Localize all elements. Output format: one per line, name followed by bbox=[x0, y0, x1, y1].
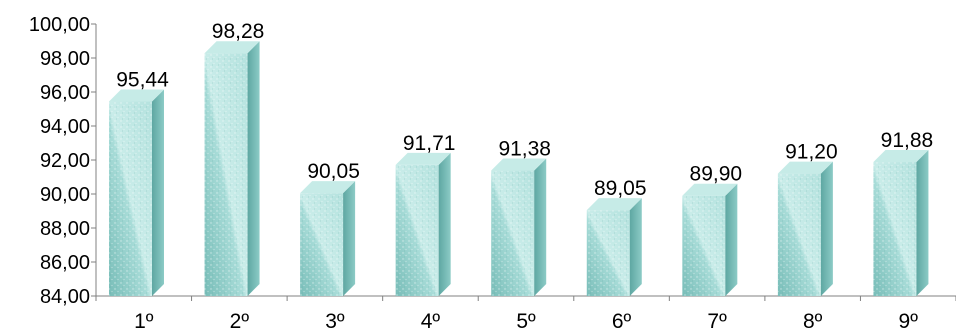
bar bbox=[109, 89, 164, 297]
x-axis: 1º 2º 3º 4º 5º 6º 7º 8º 9º bbox=[95, 295, 956, 333]
data-label: 91,38 bbox=[498, 138, 551, 161]
bar bbox=[300, 181, 356, 296]
x-tick-label: 8º bbox=[803, 310, 823, 333]
bar bbox=[395, 152, 451, 296]
data-label: 91,71 bbox=[403, 132, 456, 155]
y-tick-label: 86,00 bbox=[40, 252, 90, 274]
bar-texture bbox=[586, 210, 630, 296]
x-tick-label: 1º bbox=[134, 310, 154, 333]
bar-texture bbox=[300, 193, 344, 296]
data-label: 91,20 bbox=[785, 141, 838, 164]
y-tick-label: 100,00 bbox=[29, 14, 90, 36]
y-axis: 100,00 98,00 96,00 94,00 92,00 90,00 88,00 86,0… bbox=[29, 14, 97, 308]
bar-side bbox=[629, 198, 642, 296]
bar-texture bbox=[491, 170, 535, 296]
bar-texture bbox=[873, 162, 917, 296]
bar-top bbox=[300, 181, 356, 194]
y-tick-label: 90,00 bbox=[40, 184, 90, 206]
bar-top bbox=[109, 89, 164, 102]
x-tick-label: 5º bbox=[516, 310, 536, 333]
bar-top bbox=[586, 198, 642, 211]
y-tick-label: 96,00 bbox=[40, 82, 90, 104]
bar-side bbox=[916, 150, 929, 296]
bar-texture bbox=[204, 53, 248, 296]
data-label: 90,05 bbox=[307, 160, 360, 183]
bar-side bbox=[247, 41, 260, 296]
bar-texture bbox=[682, 195, 726, 296]
data-label: 89,90 bbox=[690, 163, 743, 186]
y-tick-label: 92,00 bbox=[40, 150, 90, 172]
bar-texture bbox=[777, 173, 821, 296]
x-tick-label: 6º bbox=[612, 310, 632, 333]
data-label: 89,05 bbox=[594, 177, 647, 200]
x-tick-label: 7º bbox=[707, 310, 727, 333]
bar-top bbox=[204, 41, 260, 54]
bar-side bbox=[438, 152, 451, 296]
bar-side bbox=[152, 89, 164, 297]
x-tick-label: 4º bbox=[421, 310, 441, 333]
bar-top bbox=[491, 158, 547, 171]
bar bbox=[873, 150, 929, 296]
x-tick-label: 3º bbox=[325, 310, 345, 333]
bar bbox=[586, 198, 642, 296]
y-tick-label: 88,00 bbox=[40, 218, 90, 240]
bar bbox=[204, 41, 260, 296]
bar-top bbox=[682, 183, 738, 196]
data-labels: 95,44 98,28 90,05 91,71 91,38 89,05 89,90 91,20… bbox=[116, 20, 933, 200]
y-tick-label: 98,00 bbox=[40, 48, 90, 70]
bar-top bbox=[395, 152, 451, 165]
data-label: 91,88 bbox=[881, 129, 934, 152]
bar bbox=[682, 183, 738, 296]
bar-texture bbox=[109, 101, 152, 297]
y-tick-label: 94,00 bbox=[40, 116, 90, 138]
data-label: 98,28 bbox=[212, 20, 265, 43]
data-label: 95,44 bbox=[116, 69, 169, 92]
y-tick-label: 84,00 bbox=[40, 286, 90, 308]
bars bbox=[109, 41, 929, 297]
bar-side bbox=[534, 158, 547, 296]
bar bbox=[491, 158, 547, 296]
bar-top bbox=[873, 150, 929, 163]
bar-top bbox=[777, 161, 833, 174]
bar bbox=[777, 161, 833, 296]
x-tick-label: 2º bbox=[230, 310, 250, 333]
bar-side bbox=[725, 183, 738, 296]
bar-texture bbox=[395, 164, 439, 296]
bar-side bbox=[343, 181, 356, 296]
x-tick-label: 9º bbox=[899, 310, 919, 333]
bar-side bbox=[820, 161, 833, 296]
